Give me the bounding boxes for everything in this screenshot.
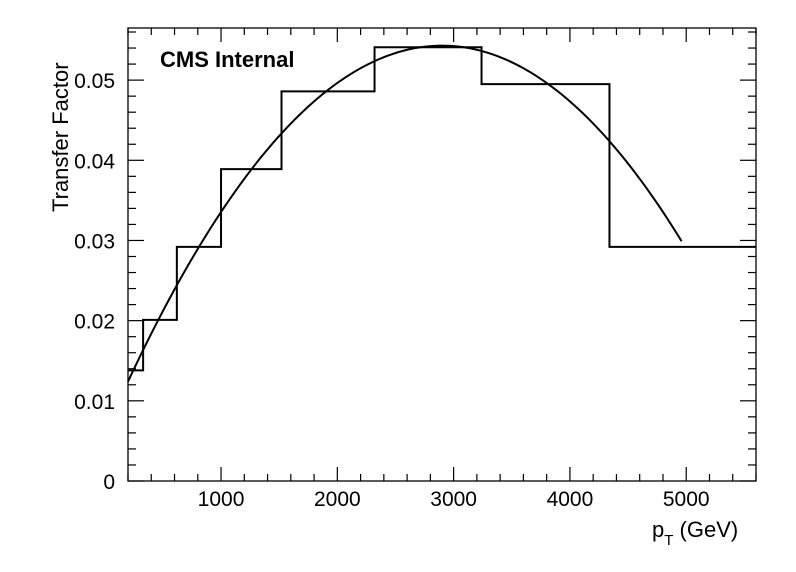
x-tick-label: 2000: [314, 488, 361, 511]
y-tick-label: 0: [103, 471, 115, 494]
y-axis-ticks: [128, 31, 756, 482]
fit-curve: [127, 44, 683, 383]
x-axis-title-unit: (GeV): [673, 517, 738, 542]
cms-internal-label: CMS Internal: [160, 47, 294, 72]
x-axis-title-main: p: [652, 517, 664, 542]
x-axis-title-subscript: T: [664, 532, 673, 549]
x-tick-label: 3000: [430, 488, 477, 511]
y-axis-title: Transfer Factor: [48, 62, 73, 212]
y-tick-label: 0.02: [74, 311, 115, 334]
y-tick-label: 0.05: [74, 70, 115, 93]
x-tick-label: 4000: [547, 488, 594, 511]
y-tick-label: 0.01: [74, 391, 115, 414]
x-axis-tick-labels: 1000 2000 3000 4000 5000: [198, 488, 710, 511]
x-tick-label: 1000: [198, 488, 245, 511]
series-layer: [127, 44, 756, 383]
x-axis-ticks: [127, 28, 757, 481]
y-tick-label: 0.03: [74, 230, 115, 253]
x-tick-label: 5000: [663, 488, 710, 511]
y-tick-label: 0.04: [74, 150, 115, 173]
x-axis-title: pT (GeV): [652, 517, 738, 549]
histogram-step-line: [128, 46, 756, 372]
plot-frame: [127, 27, 757, 482]
y-axis-tick-labels: 0 0.01 0.02 0.03 0.04 0.05: [74, 70, 115, 494]
